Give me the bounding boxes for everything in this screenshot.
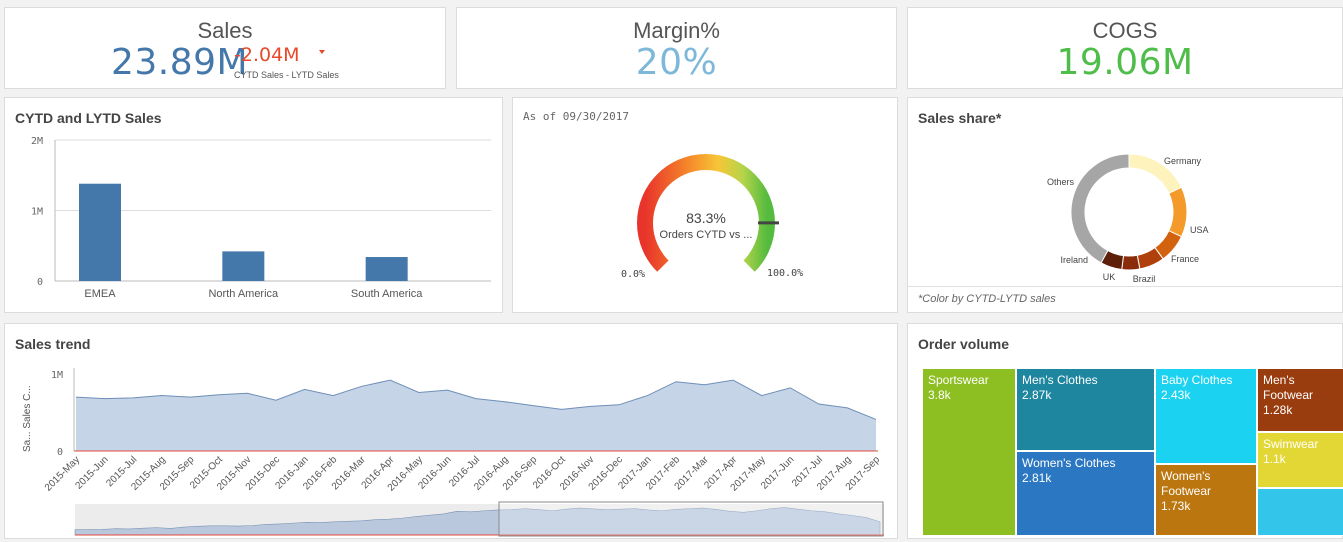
donut-footnote: *Color by CYTD-LYTD sales (918, 293, 1056, 305)
donut-slice-label: Germany (1164, 156, 1202, 166)
trend-chart[interactable]: Sa... Sales C...1M02015-May2015-Jun2015-… (5, 324, 899, 540)
treemap-cell[interactable]: Swimwear 1.1k (1257, 432, 1343, 488)
trend-line (75, 379, 877, 420)
treemap-label: Sportswear (928, 373, 989, 387)
bar-category-label: EMEA (84, 288, 116, 300)
gauge-card[interactable]: As of 09/30/2017 83.3% Orders CYTD vs ..… (512, 97, 898, 313)
donut-card[interactable]: Sales share* Germany USA France Brazil UK Ire… (907, 97, 1343, 313)
kpi-cogs-title: COGS (1092, 18, 1158, 43)
treemap-value: 2.87k (1022, 388, 1052, 402)
treemap-label: Men's Footwear (1263, 373, 1314, 402)
treemap-cell[interactable]: Men's Footwear 1.28k (1257, 368, 1343, 432)
trend-title: Sales trend (15, 336, 91, 352)
gauge-max: 100.0% (767, 268, 804, 279)
kpi-sales-card[interactable]: Sales 23.89M -2.04M CYTD Sales - LYTD Sa… (4, 7, 446, 89)
treemap-label: Women's Footwear (1161, 469, 1212, 498)
gauge-caption: As of 09/30/2017 (523, 110, 629, 123)
treemap-value: 2.43k (1161, 388, 1191, 402)
treemap-label: Baby Clothes (1161, 373, 1233, 387)
kpi-cogs-value: 19.06M (1056, 42, 1194, 83)
trend-area (76, 380, 876, 451)
treemap-cell[interactable]: Sportswear 3.8k (922, 368, 1016, 536)
treemap-cell[interactable]: Women's Footwear 1.73k (1155, 464, 1257, 536)
treemap-value: 1.73k (1161, 499, 1191, 513)
donut-slice[interactable] (1070, 153, 1130, 264)
delta-down-icon (319, 50, 325, 54)
treemap-value: 1.28k (1263, 403, 1293, 417)
bar-chart[interactable]: 2M 1M 0 EMEA North America South America (5, 98, 504, 314)
bar[interactable] (365, 257, 408, 281)
donut-slice-label: France (1171, 254, 1199, 264)
donut-chart[interactable]: Germany USA France Brazil UK Ireland Others (908, 98, 1343, 286)
trend-y-tick: 0 (57, 447, 63, 458)
treemap-label: Men's Clothes (1022, 373, 1098, 387)
donut-slice-label: Others (1047, 177, 1075, 187)
treemap-value: 3.8k (928, 388, 951, 402)
donut-slice[interactable] (1121, 254, 1141, 271)
bar-chart-card[interactable]: CYTD and LYTD Sales 2M 1M 0 EMEA North Ameri… (4, 97, 503, 313)
bar-category-label: North America (208, 288, 279, 300)
kpi-margin-card[interactable]: Margin% 20% (456, 7, 897, 89)
treemap-title: Order volume (918, 336, 1010, 352)
kpi-margin-value: 20% (635, 42, 718, 83)
kpi-margin-title: Margin% (633, 18, 720, 43)
treemap[interactable]: Sportswear 3.8k Men's Clothes 2.87k Women'… (922, 368, 1343, 536)
kpi-sales-title: Sales (197, 18, 253, 43)
gauge-measure: Orders CYTD vs ... (659, 229, 753, 241)
bar-y-tick: 0 (37, 277, 43, 288)
treemap-label: Women's Clothes (1022, 456, 1116, 470)
treemap-value: 2.81k (1022, 471, 1052, 485)
trend-card[interactable]: Sales trend Sa... Sales C... 1M 0 2015-May 2… (4, 323, 898, 539)
bar-y-tick: 1M (31, 207, 43, 218)
donut-slice-label: USA (1190, 225, 1209, 235)
bar[interactable] (222, 251, 265, 281)
trend-minimap-selection[interactable] (498, 501, 884, 537)
gauge-value: 83.3% (686, 210, 726, 226)
gauge-arc (637, 154, 775, 272)
donut-title: Sales share* (918, 110, 1002, 126)
trend-minimap-area (74, 507, 881, 536)
treemap-cell[interactable]: Women's Clothes 2.81k (1016, 451, 1155, 536)
gauge-min: 0.0% (621, 269, 646, 280)
bar-category-label: South America (351, 288, 423, 300)
donut-slice[interactable] (1168, 186, 1188, 238)
treemap-value: 1.1k (1263, 452, 1286, 466)
donut-slice-label: UK (1103, 272, 1116, 282)
treemap-label: Swimwear (1263, 437, 1319, 451)
bar-y-tick: 2M (31, 136, 43, 147)
treemap-cell[interactable]: Men's Clothes 2.87k (1016, 368, 1155, 451)
bar[interactable] (79, 183, 121, 281)
treemap-cell[interactable]: Baby Clothes 2.43k (1155, 368, 1257, 464)
donut-footnote-divider (908, 286, 1342, 287)
treemap-cell[interactable] (1257, 488, 1343, 536)
donut-slice-label: Brazil (1133, 274, 1156, 284)
kpi-sales-value: 23.89M (111, 42, 249, 83)
bar-chart-title: CYTD and LYTD Sales (15, 110, 162, 126)
trend-y-tick: 1M (51, 370, 63, 381)
trend-y-axis-label: Sa... Sales C... (22, 385, 33, 452)
kpi-sales-delta-caption: CYTD Sales - LYTD Sales (234, 70, 339, 80)
gauge-chart[interactable] (513, 98, 899, 314)
kpi-sales-delta: -2.04M (234, 44, 300, 66)
treemap-card[interactable]: Order volume Sportswear 3.8k Men's Clothe… (907, 323, 1343, 539)
donut-slice-label: Ireland (1060, 255, 1088, 265)
kpi-cogs-card[interactable]: COGS 19.06M (907, 7, 1343, 89)
